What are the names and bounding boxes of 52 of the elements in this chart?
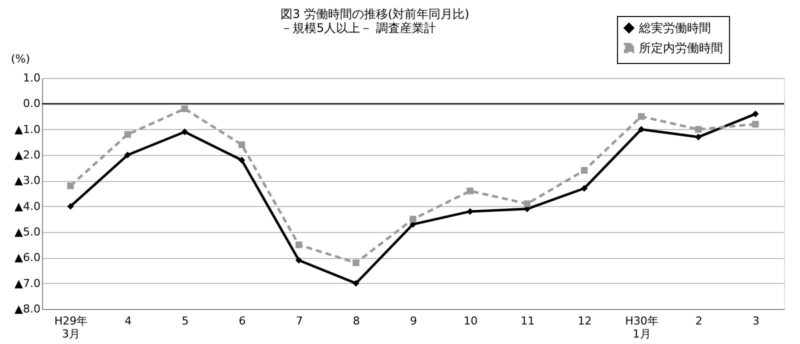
chart-title: 図3 労働時間の推移(対前年同月比) xyxy=(280,7,470,21)
x-tick-label: H30年 1月 xyxy=(625,314,658,340)
point xyxy=(752,110,759,118)
y-tick-label: ▲6.0 xyxy=(14,251,40,264)
point xyxy=(352,280,360,287)
x-tick-label: 6 xyxy=(238,314,246,328)
x-tick-label: 3 xyxy=(752,314,760,328)
y-tick-label: 0.0 xyxy=(23,97,40,110)
point xyxy=(67,202,74,210)
legend-label: 所定内労働時間 xyxy=(639,41,723,55)
point xyxy=(238,141,246,148)
x-tick-label: 12 xyxy=(578,314,592,328)
point xyxy=(67,182,74,190)
y-tick-label: ▲1.0 xyxy=(14,122,40,136)
point xyxy=(124,152,131,158)
y-tick-label: ▲7.0 xyxy=(14,276,40,290)
x-tick-label: 9 xyxy=(410,314,417,328)
y-tick-label: ▲2.0 xyxy=(14,148,40,162)
x-tick-label: 5 xyxy=(182,314,189,328)
y-axis-title: (%) xyxy=(10,52,30,66)
legend-label: 総実労働時間 xyxy=(638,21,711,35)
point xyxy=(524,200,531,208)
point xyxy=(238,156,246,164)
chart-subtitle: －規模5人以上－ 調査産業計 xyxy=(280,21,436,35)
y-tick-label: ▲4.0 xyxy=(14,200,40,213)
point xyxy=(410,216,416,223)
point xyxy=(638,126,645,133)
point xyxy=(466,188,474,194)
y-tick-label: ▲5.0 xyxy=(14,226,40,238)
x-tick-label: 4 xyxy=(124,314,132,328)
point xyxy=(580,167,588,174)
y-tick-label: 1.0 xyxy=(23,72,40,84)
x-tick-label: H29年 3月 xyxy=(54,314,88,340)
point xyxy=(295,256,302,264)
x-tick-label: 2 xyxy=(695,314,702,328)
x-tick-label: 8 xyxy=(352,314,360,328)
point xyxy=(638,113,645,120)
x-tick-label: 7 xyxy=(296,314,303,328)
point xyxy=(124,131,131,138)
y-tick-label: ▲3.0 xyxy=(14,174,40,188)
y-tick-label: ▲8.0 xyxy=(14,302,40,316)
x-tick-label: 10 xyxy=(464,314,478,328)
point xyxy=(295,241,302,248)
point xyxy=(695,126,702,133)
x-tick-label: 11 xyxy=(520,314,535,328)
point xyxy=(352,259,360,266)
point xyxy=(181,128,188,136)
point xyxy=(466,208,474,215)
point xyxy=(695,134,702,140)
point xyxy=(752,120,759,128)
point xyxy=(580,185,588,192)
point xyxy=(181,105,188,112)
